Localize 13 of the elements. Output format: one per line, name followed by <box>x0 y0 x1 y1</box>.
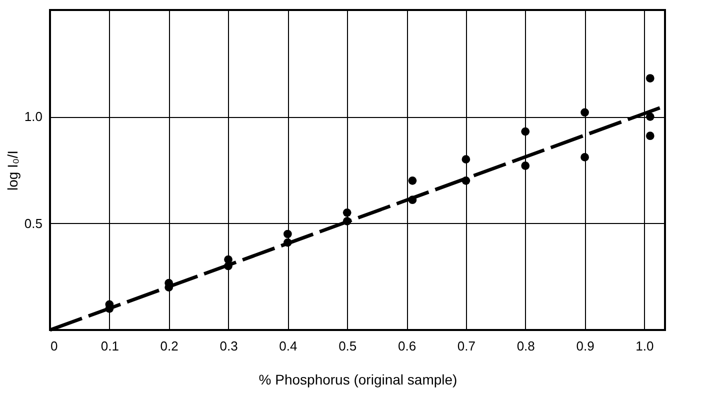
x-tick-label: 0.4 <box>279 338 298 354</box>
x-tick-label: 1.0 <box>636 338 654 354</box>
x-tick-label: 0.5 <box>338 338 357 354</box>
x-axis-title: % Phosphorus (original sample) <box>258 372 458 388</box>
x-tick-label: 0.2 <box>160 338 178 354</box>
x-tick-label: 0.6 <box>398 338 416 354</box>
x-tick-label: 0.8 <box>516 338 535 354</box>
x-tick-label: 0 <box>50 338 58 354</box>
x-tick-label: 0.1 <box>100 338 119 354</box>
x-tick-label: 0.7 <box>457 338 476 354</box>
x-tick-label: 0.9 <box>576 338 594 354</box>
x-tick-label: 0.3 <box>220 338 238 354</box>
y-axis-title: log I₀/I <box>4 150 20 191</box>
